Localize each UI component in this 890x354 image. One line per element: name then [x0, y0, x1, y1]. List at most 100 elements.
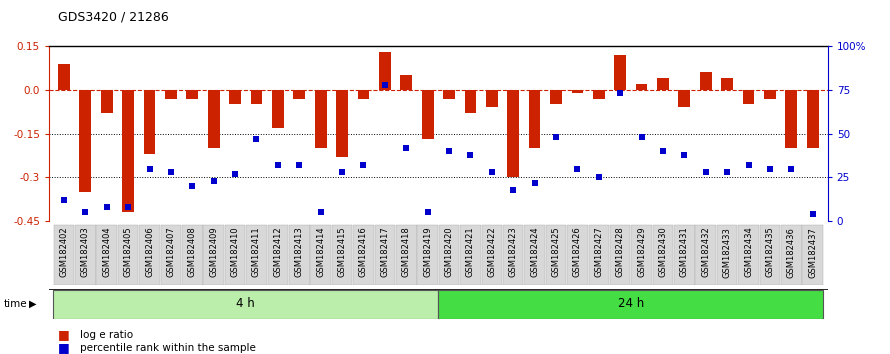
Text: GSM182415: GSM182415 — [337, 227, 346, 278]
Text: GSM182404: GSM182404 — [102, 227, 111, 278]
Point — [377, 82, 392, 87]
Point — [164, 169, 178, 175]
Text: GSM182417: GSM182417 — [380, 227, 389, 278]
Text: GSM182421: GSM182421 — [466, 227, 475, 278]
Point — [763, 166, 777, 171]
FancyBboxPatch shape — [160, 225, 182, 285]
FancyBboxPatch shape — [311, 225, 331, 285]
Text: percentile rank within the sample: percentile rank within the sample — [80, 343, 256, 353]
Text: ■: ■ — [58, 328, 69, 341]
Text: GSM182424: GSM182424 — [530, 227, 539, 278]
FancyBboxPatch shape — [53, 290, 438, 319]
Text: GSM182430: GSM182430 — [659, 227, 668, 278]
Point — [506, 187, 521, 193]
FancyBboxPatch shape — [53, 225, 74, 285]
Bar — [165, 90, 177, 98]
Point — [206, 178, 221, 184]
FancyBboxPatch shape — [739, 225, 759, 285]
FancyBboxPatch shape — [75, 225, 95, 285]
Bar — [58, 64, 69, 90]
Point — [442, 148, 457, 154]
FancyBboxPatch shape — [803, 225, 823, 285]
Text: GSM182429: GSM182429 — [637, 227, 646, 278]
Point — [635, 134, 649, 140]
Point — [57, 198, 71, 203]
Point — [805, 211, 820, 217]
Text: GSM182425: GSM182425 — [552, 227, 561, 278]
Point — [78, 210, 93, 215]
Bar — [764, 90, 776, 98]
Bar — [807, 90, 819, 148]
Bar — [614, 55, 626, 90]
Text: log e ratio: log e ratio — [80, 330, 134, 339]
Point — [784, 166, 798, 171]
Text: GSM182420: GSM182420 — [444, 227, 454, 278]
Point — [592, 175, 606, 180]
Bar — [207, 90, 220, 148]
Text: GSM182432: GSM182432 — [701, 227, 710, 278]
Point — [271, 162, 285, 168]
Bar — [678, 90, 691, 107]
Bar — [786, 90, 797, 148]
FancyBboxPatch shape — [182, 225, 203, 285]
Text: 24 h: 24 h — [618, 297, 644, 310]
Bar — [315, 90, 327, 148]
Text: GSM182406: GSM182406 — [145, 227, 154, 278]
Bar — [230, 90, 241, 104]
Bar — [507, 90, 519, 177]
Point — [656, 148, 670, 154]
Text: GSM182427: GSM182427 — [595, 227, 603, 278]
FancyBboxPatch shape — [396, 225, 417, 285]
FancyBboxPatch shape — [674, 225, 694, 285]
FancyBboxPatch shape — [760, 225, 781, 285]
Bar — [465, 90, 476, 113]
FancyBboxPatch shape — [716, 225, 738, 285]
Text: GSM182423: GSM182423 — [509, 227, 518, 278]
Text: GSM182435: GSM182435 — [765, 227, 774, 278]
FancyBboxPatch shape — [546, 225, 566, 285]
FancyBboxPatch shape — [695, 225, 716, 285]
Text: time: time — [4, 298, 28, 309]
FancyBboxPatch shape — [332, 225, 352, 285]
Point — [228, 171, 242, 177]
Text: GDS3420 / 21286: GDS3420 / 21286 — [58, 11, 168, 24]
Bar — [379, 52, 391, 90]
Bar — [550, 90, 562, 104]
Point — [100, 204, 114, 210]
Bar — [721, 78, 733, 90]
Point — [121, 204, 135, 210]
Bar — [635, 84, 647, 90]
FancyBboxPatch shape — [375, 225, 395, 285]
FancyBboxPatch shape — [652, 225, 673, 285]
Point — [720, 169, 734, 175]
Point — [570, 166, 585, 171]
Bar — [101, 90, 113, 113]
Point — [677, 152, 692, 158]
Text: GSM182434: GSM182434 — [744, 227, 753, 278]
FancyBboxPatch shape — [117, 225, 138, 285]
FancyBboxPatch shape — [439, 225, 459, 285]
Bar — [122, 90, 134, 212]
Text: GSM182408: GSM182408 — [188, 227, 197, 278]
Text: GSM182403: GSM182403 — [81, 227, 90, 278]
FancyBboxPatch shape — [247, 225, 267, 285]
FancyBboxPatch shape — [268, 225, 288, 285]
Text: GSM182418: GSM182418 — [401, 227, 410, 278]
Text: GSM182402: GSM182402 — [60, 227, 69, 278]
Text: GSM182413: GSM182413 — [295, 227, 303, 278]
Point — [528, 180, 542, 185]
Bar — [79, 90, 91, 192]
FancyBboxPatch shape — [631, 225, 651, 285]
Bar — [272, 90, 284, 128]
Bar — [400, 75, 412, 90]
Bar — [486, 90, 498, 107]
FancyBboxPatch shape — [289, 225, 310, 285]
FancyBboxPatch shape — [204, 225, 224, 285]
FancyBboxPatch shape — [524, 225, 545, 285]
Point — [249, 136, 263, 142]
Bar — [251, 90, 263, 104]
Bar — [593, 90, 604, 98]
Text: GSM182426: GSM182426 — [573, 227, 582, 278]
Point — [356, 162, 370, 168]
Text: GSM182410: GSM182410 — [231, 227, 239, 278]
